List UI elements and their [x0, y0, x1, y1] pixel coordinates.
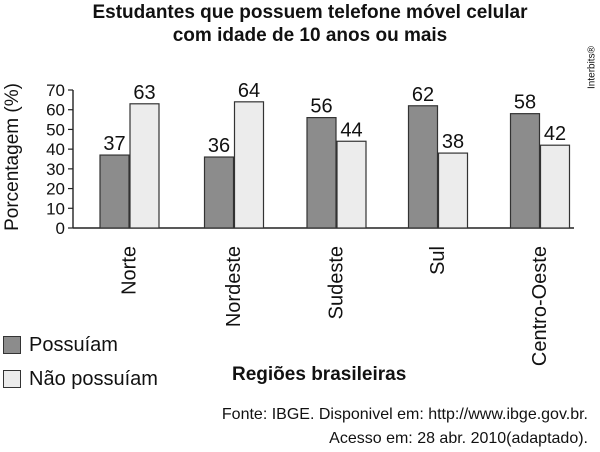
category-label-1: Nordeste: [223, 246, 245, 327]
y-tick-label-10: 10: [46, 199, 65, 218]
bar-nao-possuiam-0: [129, 103, 160, 229]
bar-possuiam-3: [407, 105, 439, 229]
y-tick-label-0: 0: [56, 219, 65, 238]
bar-nao-possuiam-2: [336, 140, 367, 229]
bar-nao-possuiam-3: [437, 152, 469, 229]
bar-nao-possuiam-1: [233, 101, 265, 229]
category-label-2: Sudeste: [326, 246, 348, 319]
bar-possuiam-1: [203, 156, 235, 229]
category-label-3: Sul: [427, 246, 449, 275]
bar-nao-possuiam-4: [539, 144, 571, 229]
data-label-nao-possuiam-0: 63: [133, 82, 155, 104]
chart-title-line-1: Estudantes que possuem telefone móvel ce…: [92, 2, 528, 23]
y-tick-label-20: 20: [46, 180, 65, 199]
x-axis-label: Regiões brasileiras: [232, 364, 407, 385]
legend-swatch-nao-possuiam: [3, 370, 21, 388]
y-tick-label-70: 70: [46, 81, 65, 100]
category-label-0: Norte: [119, 246, 141, 295]
legend-label-nao-possuiam: Não possuíam: [29, 367, 158, 390]
y-tick-label-50: 50: [46, 120, 65, 139]
y-tick-label-60: 60: [46, 101, 65, 120]
bar-possuiam-4: [509, 113, 541, 229]
bar-possuiam-2: [306, 116, 337, 229]
legend-item-possuiam: Possuíam: [3, 334, 118, 356]
source-line-1: Fonte: IBGE. Disponivel em: http://www.i…: [221, 406, 588, 423]
data-label-nao-possuiam-2: 44: [340, 119, 362, 141]
data-label-nao-possuiam-3: 38: [442, 131, 464, 153]
legend-swatch-possuiam: [3, 336, 21, 354]
y-tick-label-40: 40: [46, 140, 65, 159]
data-label-possuiam-4: 58: [514, 92, 536, 114]
data-label-possuiam-0: 37: [103, 133, 125, 155]
data-label-possuiam-2: 56: [310, 96, 332, 118]
chart-title-line-2: com idade de 10 anos ou mais: [172, 25, 448, 46]
bar-possuiam-0: [99, 154, 130, 229]
y-tick-label-30: 30: [46, 160, 65, 179]
data-label-possuiam-3: 62: [412, 84, 434, 106]
category-label-4: Centro-Oeste: [529, 246, 551, 366]
legend-label-possuiam: Possuíam: [29, 333, 118, 356]
legend-item-nao-possuiam: Não possuíam: [3, 368, 158, 390]
data-label-nao-possuiam-1: 64: [238, 80, 260, 102]
data-label-nao-possuiam-4: 42: [544, 123, 566, 145]
source-line-2: Acesso em: 28 abr. 2010(adaptado).: [329, 430, 588, 447]
data-label-possuiam-1: 36: [208, 135, 230, 157]
